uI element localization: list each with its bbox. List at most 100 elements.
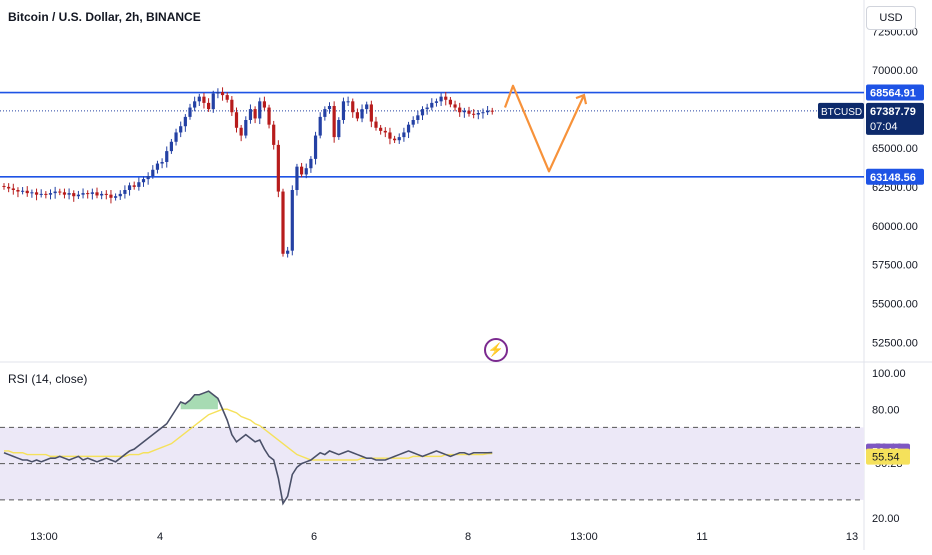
rsi-ma-box (866, 448, 910, 465)
price-tick-label: 62500.00 (872, 182, 918, 194)
rsi-title: RSI (14, close) (8, 372, 88, 386)
candle-body (281, 191, 285, 254)
candle-body (179, 126, 183, 133)
candle-body (481, 112, 485, 114)
time-tick-label: 6 (311, 531, 317, 543)
candle-body (406, 124, 411, 133)
candle-body (58, 191, 62, 193)
candle-body (114, 196, 118, 198)
lightning-icon[interactable]: ⚡ (484, 338, 508, 362)
candle-body (397, 137, 401, 141)
candle-body (430, 102, 434, 108)
candle-body (341, 101, 346, 120)
rsi-overbought-fill (180, 391, 218, 410)
forecast-arrowhead (575, 93, 588, 105)
candle-body (244, 120, 248, 136)
candle-body (295, 166, 299, 190)
candle-body (286, 250, 290, 254)
candle-body (127, 185, 132, 190)
candle-body (304, 168, 308, 175)
candle-body (76, 194, 80, 197)
candle-body (216, 92, 220, 94)
time-tick-label: 8 (465, 531, 471, 543)
candle-body (234, 112, 239, 128)
time-tick-label: 11 (696, 531, 707, 543)
time-tick-label: 13:00 (570, 531, 598, 543)
candle-body (486, 110, 490, 113)
rsi-tick-label: 100.00 (872, 368, 906, 380)
time-tick-label: 4 (157, 531, 163, 543)
time-tick-label: 13:00 (30, 531, 58, 543)
candle-body (472, 113, 476, 115)
candle-body (62, 192, 67, 195)
candle-body (402, 132, 406, 138)
last-price-box (866, 102, 924, 135)
candle-body (90, 192, 94, 194)
candle-body (220, 92, 225, 96)
candle-body (151, 169, 155, 176)
candle-body (67, 193, 71, 195)
currency-button[interactable]: USD (866, 6, 916, 30)
candle-body (230, 99, 234, 113)
chart-title: Bitcoin / U.S. Dollar, 2h, BINANCE (8, 10, 201, 24)
candle-body (165, 151, 169, 162)
symbol-badge (818, 102, 864, 119)
candle-body (258, 101, 262, 119)
candle-body (476, 113, 480, 115)
candle-body (439, 96, 443, 102)
candle-body (211, 93, 215, 110)
candle-body (44, 193, 48, 195)
candle-body (458, 107, 462, 113)
candle-body (388, 132, 392, 139)
candle-body (118, 193, 122, 197)
candle-body (11, 188, 15, 190)
candle-body (290, 190, 294, 251)
forecast-path (503, 84, 585, 173)
candle-body (448, 99, 452, 105)
candle-body (123, 190, 127, 194)
level-price-label: 68564.91 (870, 88, 916, 100)
symbol-label: BTCUSD (821, 107, 862, 118)
rsi-ma-line (4, 408, 493, 461)
candle-body (309, 158, 313, 169)
candle-body (188, 107, 192, 117)
candle-body (34, 192, 39, 195)
candle-body (109, 194, 113, 198)
candle-body (318, 116, 322, 136)
candle-body (30, 192, 34, 194)
candle-body (174, 132, 178, 142)
candle-body (379, 127, 383, 131)
candle-body (25, 190, 29, 194)
candle-body (141, 179, 146, 183)
candle-body (225, 95, 229, 100)
candle-body (39, 193, 43, 195)
time-tick-label: 13 (846, 531, 858, 543)
rsi-tick-label: 20.00 (872, 513, 900, 525)
level-price-label: 63148.56 (870, 172, 916, 184)
candle-body (332, 106, 336, 138)
candle-body (183, 116, 187, 127)
candle-body (369, 104, 373, 122)
candle-body (7, 186, 11, 189)
candle-body (248, 109, 253, 120)
candle-body (276, 144, 280, 192)
level-price-box (866, 168, 924, 185)
candle-body (300, 166, 304, 175)
candle-body (239, 127, 243, 136)
candle-body (104, 193, 108, 195)
level-price-box (866, 84, 924, 101)
candle-body (207, 102, 211, 110)
candle-body (425, 107, 429, 110)
price-tick-label: 70000.00 (872, 65, 918, 77)
candle-body (420, 109, 425, 116)
candle-body (53, 191, 57, 194)
candle-body (490, 110, 494, 112)
candle-body (337, 120, 341, 138)
price-tick-label: 52500.00 (872, 337, 918, 349)
candle-body (462, 110, 466, 113)
candle-body (383, 130, 387, 133)
candle-body (155, 163, 160, 170)
candle-body (467, 110, 471, 114)
